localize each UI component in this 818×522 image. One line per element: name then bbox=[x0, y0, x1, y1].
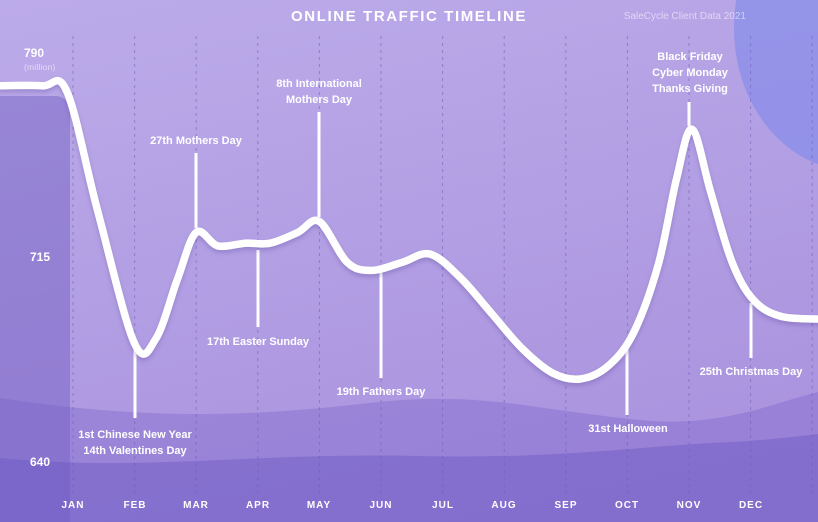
annotation-text-line: Thanks Giving bbox=[652, 83, 728, 95]
annotation-text-line: 17th Easter Sunday bbox=[206, 336, 310, 348]
x-axis-label-oct: OCT bbox=[614, 500, 640, 511]
annotation-text-line: Mothers Day bbox=[285, 94, 353, 106]
annotation-text-line: 14th Valentines Day bbox=[83, 445, 187, 457]
annotation-text-line: 31st Halloween bbox=[588, 423, 668, 435]
annotation-text-line: 19th Fathers Day bbox=[336, 386, 426, 398]
x-axis-label-jun: JUN bbox=[369, 500, 393, 511]
y-axis-tick-790: 790 (million) bbox=[24, 47, 56, 73]
bottom-wave-decoration bbox=[0, 434, 818, 522]
traffic-line-series bbox=[0, 76, 818, 384]
page-title: ONLINE TRAFFIC TIMELINE bbox=[291, 8, 527, 25]
y-tick-value: 715 bbox=[30, 250, 51, 264]
y-tick-value: 790 bbox=[24, 46, 45, 60]
y-tick-value: 640 bbox=[30, 455, 51, 469]
y-axis-tick-640: 640 bbox=[30, 456, 50, 468]
x-axis-label-sep: SEP bbox=[554, 500, 578, 511]
annotation-halloween: 31st Halloween bbox=[588, 421, 667, 437]
x-axis-label-mar: MAR bbox=[183, 500, 209, 511]
annotation-christmas-day: 25th Christmas Day bbox=[700, 364, 803, 380]
annotation-easter-sunday: 17th Easter Sunday bbox=[207, 334, 309, 350]
x-axis-label-dec: DEC bbox=[738, 500, 764, 511]
x-axis-label-jan: JAN bbox=[61, 500, 85, 511]
annotation-mothers-day-uk: 27th Mothers Day bbox=[150, 133, 242, 149]
x-axis-label-nov: NOV bbox=[676, 500, 702, 511]
x-axis-label-aug: AUG bbox=[491, 500, 517, 511]
annotation-chinese-new-year-valentines: 1st Chinese New Year 14th Valentines Day bbox=[78, 427, 192, 459]
x-axis-label-feb: FEB bbox=[123, 500, 147, 511]
annotation-text-line: 25th Christmas Day bbox=[699, 366, 803, 378]
annotation-black-friday-cyber-monday: Black Friday Cyber Monday Thanks Giving bbox=[652, 49, 728, 97]
left-dark-band-decoration bbox=[0, 96, 70, 522]
data-source-credit: SaleCycle Client Data 2021 bbox=[623, 11, 746, 22]
annotation-text-line: Black Friday bbox=[657, 51, 723, 63]
annotation-text-line: 8th International bbox=[276, 78, 362, 90]
x-axis-label-apr: APR bbox=[245, 500, 271, 511]
x-axis-label-may: MAY bbox=[306, 500, 332, 511]
annotation-fathers-day: 19th Fathers Day bbox=[337, 384, 426, 400]
y-axis-tick-715: 715 bbox=[30, 251, 50, 263]
annotation-text-line: 27th Mothers Day bbox=[150, 135, 242, 147]
annotation-international-mothers-day: 8th International Mothers Day bbox=[276, 76, 362, 108]
middle-wave-decoration bbox=[0, 392, 818, 522]
y-axis-unit-label: (million) bbox=[24, 62, 56, 72]
annotation-text-line: 1st Chinese New Year bbox=[78, 429, 192, 441]
x-axis-label-jul: JUL bbox=[432, 500, 454, 511]
top-right-blob-decoration bbox=[734, 0, 818, 164]
annotation-text-line: Cyber Monday bbox=[652, 67, 728, 79]
